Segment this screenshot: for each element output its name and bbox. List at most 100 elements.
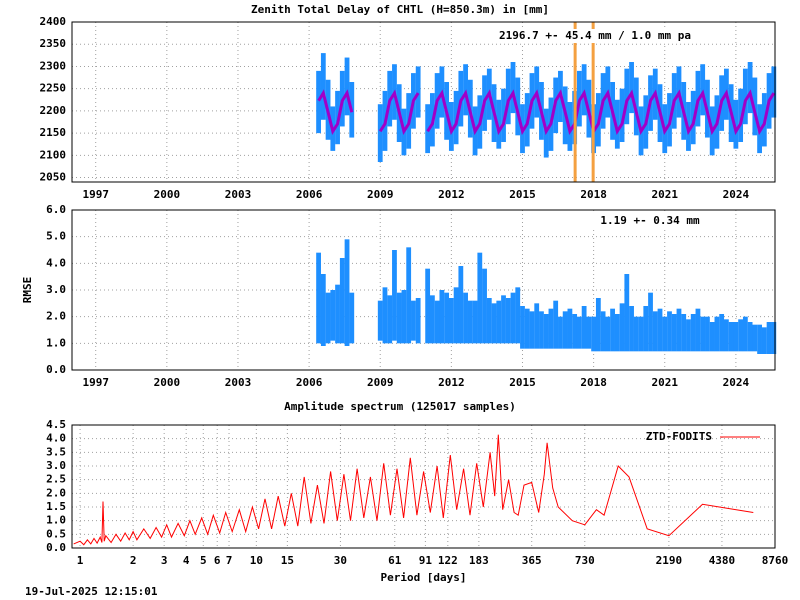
range-bar [747,322,753,352]
range-bar [439,290,445,344]
x-tick-label: 2015 [509,188,536,201]
y-tick-label: 2100 [40,148,67,161]
x-tick-label: 2015 [509,376,536,389]
y-tick-label: 2.0 [46,310,66,323]
y-tick-label: 0.0 [46,541,66,554]
range-bar [723,319,729,352]
range-bar [681,314,687,352]
range-bar [700,316,706,352]
x-tick-label: 2003 [225,376,252,389]
x-tick-label: 2000 [154,376,181,389]
range-bar [709,322,715,352]
range-bar [491,303,497,344]
y-tick-label: 2150 [40,126,67,139]
x-tick-label: 1 [77,554,84,567]
x-tick-label: 15 [281,554,294,567]
range-bar [761,327,767,354]
range-bar [524,308,530,349]
x-tick-label: 6 [214,554,221,567]
range-bar [320,274,326,346]
range-bar [501,295,506,344]
range-bar [742,316,748,352]
range-bar [510,62,516,114]
range-bar [339,258,345,344]
range-bar [581,64,587,116]
range-bar [733,322,739,352]
x-tick-label: 2009 [367,376,394,389]
range-bar [572,314,578,349]
x-tick-label: 2003 [225,188,252,201]
range-bar [581,306,587,349]
y-tick-label: 1.0 [46,336,66,349]
range-bar [624,274,630,352]
y-tick-label: 1.0 [46,514,66,527]
range-bar [486,298,492,344]
x-tick-label: 4380 [709,554,736,567]
y-tick-label: 2350 [40,37,67,50]
annotation-bg [585,214,715,228]
range-bar [401,290,407,344]
range-bar [591,316,597,352]
range-bar [463,64,468,116]
range-bar [344,239,350,346]
range-bar [619,303,625,352]
range-bar [643,306,649,352]
range-bar [652,311,658,352]
range-bar [719,314,725,352]
range-bar [700,64,706,116]
legend-label: ZTD-FODITS [646,430,712,443]
x-tick-label: 2006 [296,376,323,389]
chart-title: Amplitude spectrum (125017 samples) [284,400,516,413]
range-bar [411,300,416,341]
range-bar [686,319,691,352]
x-tick-label: 183 [469,554,489,567]
x-tick-label: 2024 [723,188,750,201]
range-bar [539,311,544,349]
y-tick-label: 1.5 [46,500,66,513]
y-tick-label: 2300 [40,59,67,72]
range-bar [529,311,535,349]
range-bar [714,316,720,352]
range-bar [558,316,563,349]
range-bar [667,311,672,352]
y-tick-label: 2.0 [46,486,66,499]
range-bar [619,88,625,142]
x-tick-label: 2012 [438,376,465,389]
plot-frame [71,424,776,549]
range-bar [662,316,668,352]
range-bar [316,70,321,134]
range-bar [742,68,748,125]
range-bar [477,252,483,344]
range-bar [444,292,450,344]
range-bar [610,308,615,352]
x-tick-label: 2190 [656,554,683,567]
range-bar [671,314,677,352]
range-bar [567,308,573,349]
y-tick-label: 2.5 [46,473,66,486]
x-tick-label: 61 [388,554,402,567]
range-bar [614,99,620,149]
range-bar [657,308,663,352]
range-bar [325,292,331,344]
range-bar [387,295,393,344]
range-bar [576,316,582,349]
range-bar [330,290,336,341]
range-bar [377,300,383,341]
x-tick-label: 2000 [154,188,181,201]
range-bar [505,298,511,344]
range-bar [629,306,634,352]
y-tick-label: 4.0 [46,432,66,445]
x-tick-label: 2018 [580,188,607,201]
y-tick-label: 4.5 [46,418,66,431]
range-bar [614,314,620,352]
range-bar [415,298,421,344]
range-bar [695,308,701,352]
x-tick-label: 365 [522,554,542,567]
y-tick-label: 0.5 [46,527,66,540]
annotation: 1.19 +- 0.34 mm [600,214,700,227]
range-bar [392,250,397,341]
range-bar [316,252,321,344]
range-bar [629,62,634,114]
range-bar [496,99,502,149]
range-bar [738,88,744,142]
